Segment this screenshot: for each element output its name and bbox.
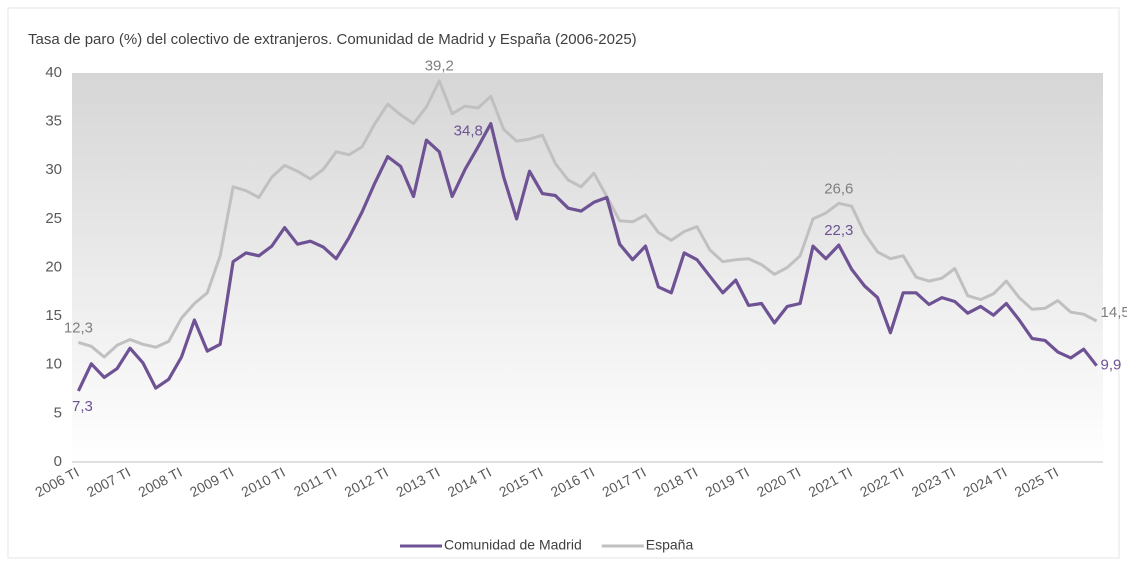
line-series	[77, 79, 1098, 359]
data-label: 22,3	[824, 222, 853, 239]
y-tick-label: 20	[45, 258, 62, 275]
chart-title: Tasa de paro (%) del colectivo de extran…	[28, 31, 637, 48]
line-series	[76, 122, 1098, 392]
y-tick-label: 35	[45, 113, 62, 130]
data-label: 12,3	[64, 319, 93, 336]
legend-label: España	[646, 537, 694, 553]
legend-label: Comunidad de Madrid	[444, 537, 582, 553]
plot-area	[72, 73, 1103, 462]
y-tick-label: 30	[45, 161, 62, 178]
data-label: 26,6	[824, 180, 853, 197]
y-tick-label: 40	[45, 64, 62, 81]
y-tick-label: 25	[45, 210, 62, 227]
y-tick-label: 0	[54, 453, 62, 470]
y-tick-label: 15	[45, 307, 62, 324]
y-tick-label: 10	[45, 356, 62, 373]
data-label: 39,2	[425, 58, 454, 75]
y-tick-label: 5	[54, 404, 62, 421]
data-label: 14,5	[1101, 304, 1127, 321]
data-label: 7,3	[72, 398, 93, 415]
data-label: 34,8	[454, 123, 483, 140]
data-label: 9,9	[1101, 357, 1122, 374]
